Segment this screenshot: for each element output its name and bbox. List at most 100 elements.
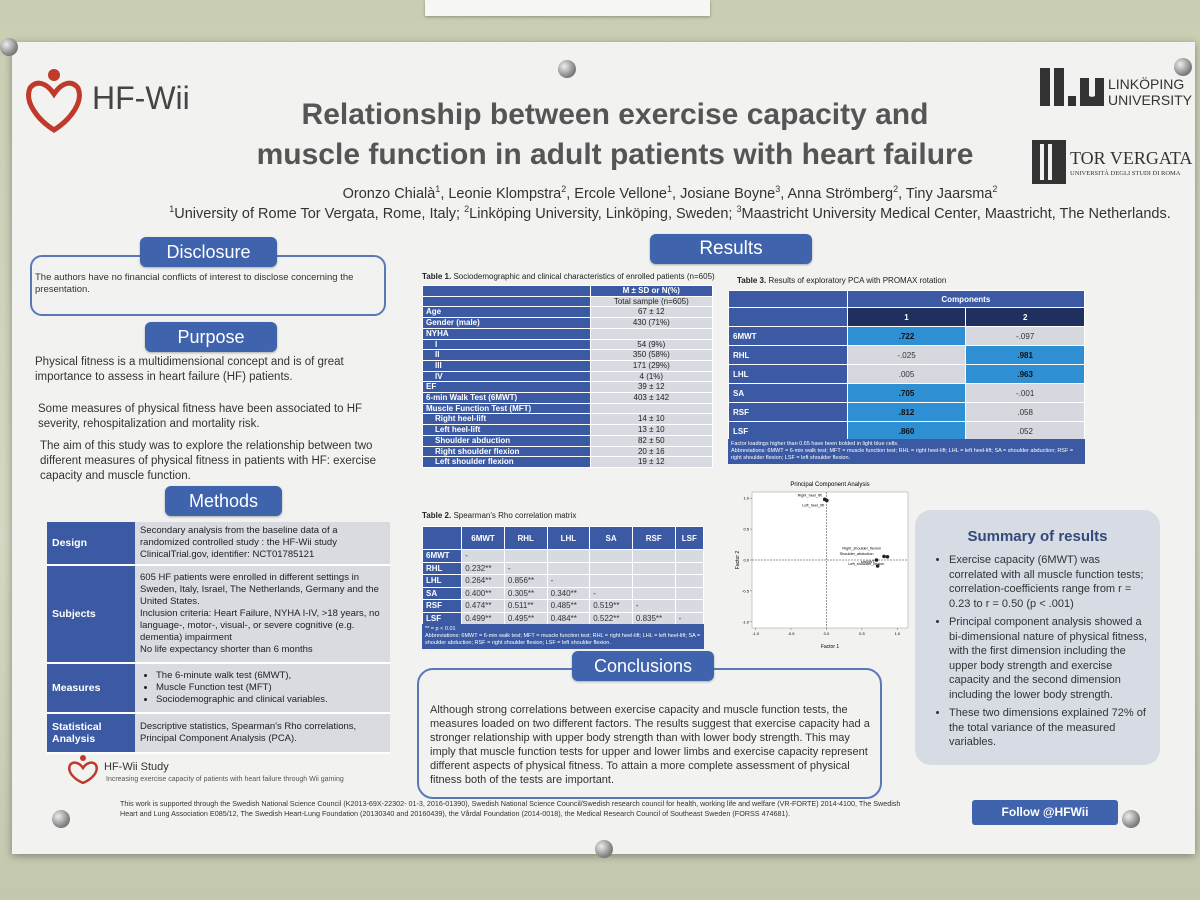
table-row: RHL 0.232** - [421,561,705,575]
header-group: Components [846,290,1086,308]
title-line: Relationship between exercise capacity a… [301,98,929,131]
methods-row: Statistical Analysis Descriptive statisti… [47,713,390,754]
methods-item: Muscle Function test (MFT) [156,682,385,694]
study-name: HF-Wii Study [104,761,169,773]
point [885,554,890,559]
methods-text: Descriptive statistics, Spearman's Rho c… [135,713,390,754]
text-run: , Josiane Boyne [672,185,776,202]
purpose-paragraph: Some measures of physical fitness have b… [38,403,363,430]
text-run: , Leonie Klompstra [440,185,562,202]
cell [589,327,714,340]
cell: 0.835** [631,611,676,625]
table-row: LHL 0.264** 0.856** - [421,574,705,588]
cell: 19 ± 12 [589,456,714,468]
row-label: Shoulder abduction [422,434,591,447]
x-tick-label: -0.5 [788,631,796,636]
cell [631,586,676,600]
row-label: SA [421,586,463,600]
table-row: LHL .005.963 [728,364,1085,384]
y-tick-label: 0.5 [743,527,749,532]
summary-list: Exercise capacity (6MWT) was correlated … [915,553,1160,750]
cell [589,402,714,415]
x-tick-label: 1.0 [895,631,901,636]
x-tick-label: -1.0 [752,631,760,636]
torvergata-mark [1032,140,1066,184]
text-run: University of Rome Tor Vergata, Rome, It… [174,205,465,222]
methods-item: Sociodemographic and clinical variables. [156,694,385,706]
authors: Oronzo Chialà1, Leonie Klompstra2, Ercol… [230,184,1110,202]
cell [546,561,591,575]
cell: - [503,561,548,575]
row-label: Left heel-lift [422,424,591,436]
y-tick-label: 0.0 [743,558,749,563]
table-row: Muscle Function Test (MFT) [422,402,714,415]
summary-box: Summary of results Exercise capacity (6M… [915,510,1160,765]
table-label: Table 1. [422,272,452,281]
y-tick-label: -1.0 [742,619,750,624]
table-row: RSF .812.058 [728,402,1085,422]
summary-item: Exercise capacity (6MWT) was correlated … [949,553,1148,611]
cell: 171 (29%) [589,359,714,372]
cell: 350 (58%) [589,349,714,361]
cell: - [589,586,633,600]
cell [631,561,676,575]
table-row: RHL -.025.981 [728,345,1085,365]
row-label: SA [728,383,848,403]
table-row: I 54 (9%) [422,338,714,351]
row-label: 6MWT [421,549,463,563]
methods-text: 605 HF patients were enrolled in differe… [135,565,390,664]
row-label: Right shoulder flexion [422,445,591,458]
table-caption: Table 1. Sociodemographic and clinical c… [422,272,722,281]
affiliation-mark: 1 [169,204,175,214]
purpose-paragraph: Physical fitness is a multidimensional c… [35,356,344,383]
title-line: muscle function in adult patients with h… [256,138,974,171]
cell: .860 [846,421,967,441]
cell: -.097 [965,326,1085,346]
methods-table: Design Secondary analysis from the baseli… [47,522,390,754]
column-header: Total sample (n=605) [589,295,714,308]
row-label: LSF [728,421,848,441]
cell: - [546,574,591,588]
cell: 0.264** [461,574,505,588]
table-row: EF 39 ± 12 [422,381,714,394]
cell: 0.305** [503,586,548,600]
funding-text: This work is supported through the Swedi… [120,799,901,818]
table-3: Components 1 2 6MWT .722 -.097 RHL -.025.981 LHL… [728,290,1086,460]
disclosure-text: The authors have no financial conflicts … [35,272,354,295]
cell: 54 (9%) [589,338,714,351]
methods-item: The 6-minute walk test (6MWT), [156,670,385,682]
row-label: Right heel-lift [422,413,591,426]
summary-item: Principal component analysis showed a bi… [949,615,1148,702]
row-label: Left shoulder flexion [422,456,591,468]
cell [674,574,705,588]
table-row: III 171 (29%) [422,359,714,372]
cell: 0.340** [546,586,591,600]
row-label: RSF [421,599,463,613]
table-row: LSF .860.052 [728,421,1085,441]
pca-chart: Principal Component Analysis -1.0 -0.5 0.0 0… [735,482,909,650]
purpose-paragraph: The aim of this study was to explore the… [40,440,376,482]
cell [728,290,848,308]
table-label: Table 2. [422,511,452,520]
row-label: II [422,349,591,361]
point [874,558,879,562]
cell: .058 [965,402,1085,422]
cell: 0.511** [503,599,548,613]
row-label: Age [422,306,591,319]
cell: -.025 [846,345,967,365]
cell: 0.499** [461,611,505,625]
cell [503,549,548,563]
column-header: LHL [546,526,591,550]
row-label: Gender (male) [422,317,591,329]
conclusions-text: Although strong correlations between exe… [430,704,870,786]
x-tick-label: 0.5 [859,631,865,636]
point-label: Shoulder_abduction [840,552,874,556]
cell: .812 [846,402,967,422]
liu-line: LINKÖPING [1108,76,1185,92]
note-line: Abbreviations: 6MWT = 6-min walk test; M… [731,448,1074,461]
row-label: NYHA [422,327,591,340]
cell: .005 [846,364,967,384]
table-row: NYHA [422,327,714,340]
cell: 0.485** [546,599,591,613]
point-label: sixMWT [861,560,875,564]
